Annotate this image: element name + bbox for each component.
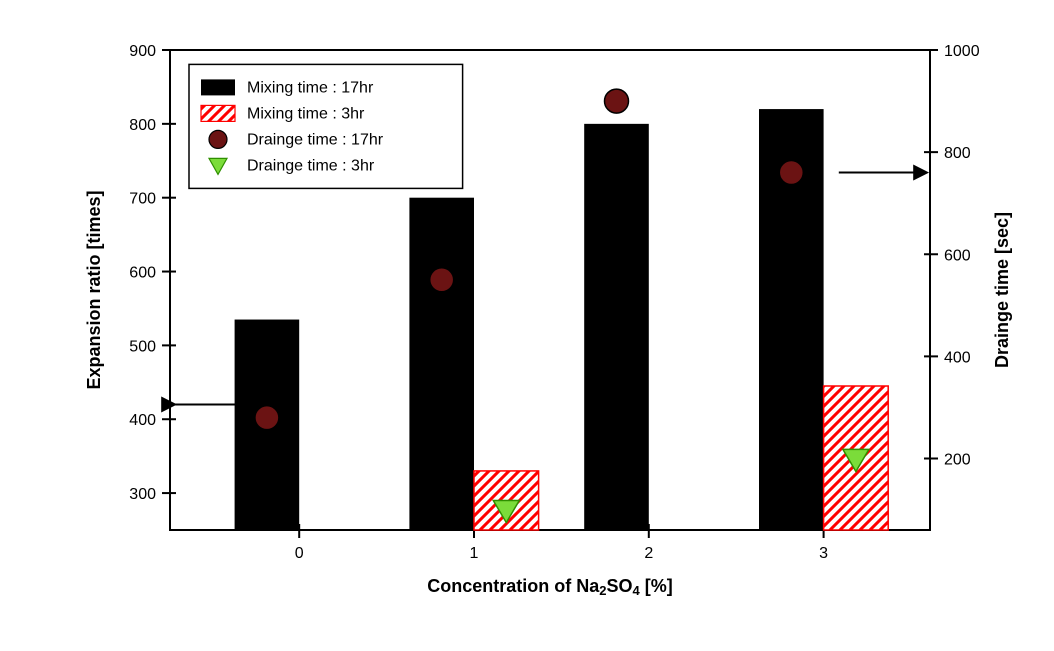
y-left-axis-title: Expansion ratio [times] <box>84 190 104 389</box>
y-right-tick-label: 400 <box>944 349 971 366</box>
point-drainage-17hr <box>255 406 279 430</box>
bar-mixing-17hr <box>584 124 649 530</box>
y-left-tick-label: 800 <box>129 117 156 134</box>
point-drainage-17hr <box>430 268 454 292</box>
x-tick-label: 0 <box>295 545 304 562</box>
x-tick-label: 1 <box>470 545 479 562</box>
legend-swatch-circle <box>209 130 227 148</box>
legend-swatch-bar-hatch <box>201 105 235 121</box>
legend-label: Drainge time : 3hr <box>247 157 375 174</box>
y-left-tick-label: 300 <box>129 486 156 503</box>
y-right-tick-label: 1000 <box>944 43 980 60</box>
y-left-tick-label: 400 <box>129 412 156 429</box>
x-tick-label: 3 <box>819 545 828 562</box>
y-left-tick-label: 500 <box>129 338 156 355</box>
x-tick-label: 2 <box>644 545 653 562</box>
y-left-tick-label: 700 <box>129 191 156 208</box>
y-right-axis-title: Drainge time [sec] <box>992 212 1012 368</box>
legend-swatch-bar-solid <box>201 79 235 95</box>
legend-label: Mixing time : 3hr <box>247 105 365 122</box>
bar-mixing-17hr <box>409 198 474 530</box>
y-right-tick-label: 800 <box>944 145 971 162</box>
point-drainage-17hr <box>605 89 629 113</box>
chart-stage: { "chart": { "type": "bar+scatter-dual-a… <box>0 0 1054 651</box>
y-left-tick-label: 900 <box>129 43 156 60</box>
legend-label: Mixing time : 17hr <box>247 79 374 96</box>
x-axis-title: Concentration of Na2SO4 [%] <box>427 576 673 598</box>
dual-axis-chart: 300 400 500 600 700 800 900 200 400 600 800 1000 0 1 2… <box>0 0 1054 651</box>
legend-label: Drainge time : 17hr <box>247 131 384 148</box>
y-right-tick-label: 200 <box>944 452 971 469</box>
y-left-tick-label: 600 <box>129 265 156 282</box>
point-drainage-17hr <box>779 161 803 185</box>
y-right-tick-label: 600 <box>944 247 971 264</box>
